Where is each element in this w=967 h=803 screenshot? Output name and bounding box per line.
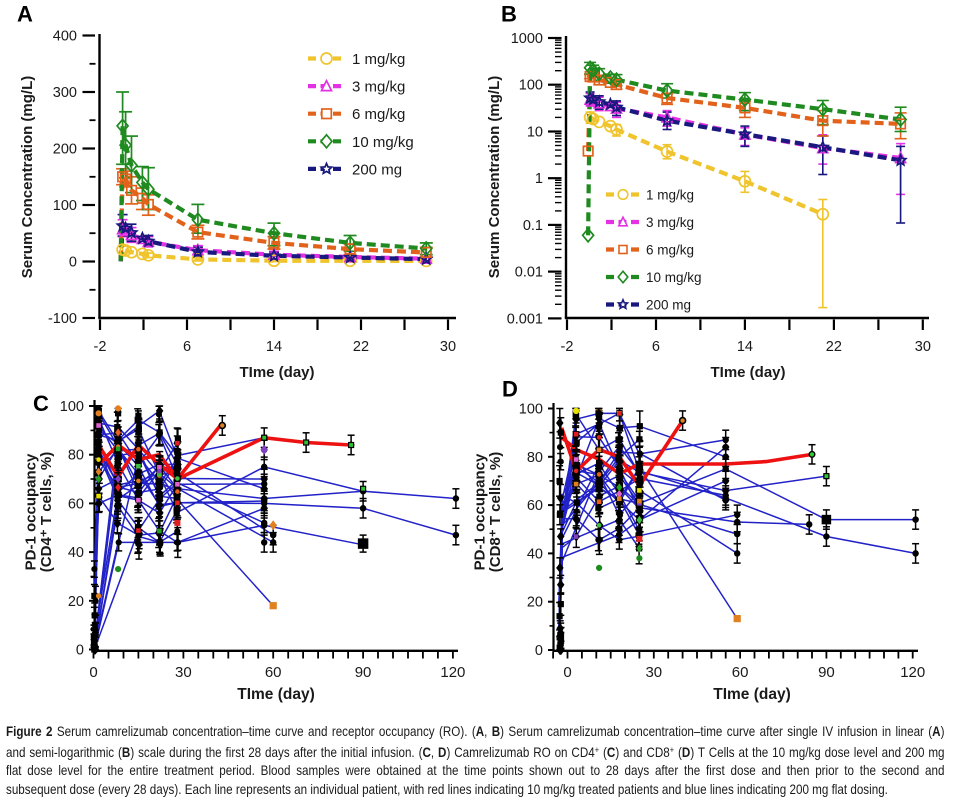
svg-text:40: 40	[68, 545, 84, 561]
svg-text:1: 1	[535, 171, 543, 187]
svg-text:A: A	[17, 2, 33, 27]
svg-text:90: 90	[818, 664, 835, 681]
svg-text:80: 80	[68, 448, 84, 464]
svg-text:0: 0	[563, 664, 571, 681]
svg-text:30: 30	[915, 339, 931, 355]
svg-text:PD-1 occupancy: PD-1 occupancy	[23, 453, 40, 570]
svg-text:100: 100	[53, 198, 77, 214]
svg-text:0: 0	[535, 643, 543, 659]
svg-text:100: 100	[60, 399, 84, 415]
svg-text:C: C	[33, 391, 49, 416]
svg-text:14: 14	[266, 339, 282, 355]
svg-text:D: D	[502, 377, 518, 402]
svg-text:100: 100	[519, 402, 543, 418]
svg-text:0: 0	[69, 255, 77, 271]
svg-text:Serum Concentration (mg/L): Serum Concentration (mg/L)	[486, 76, 503, 279]
svg-text:120: 120	[900, 664, 925, 681]
svg-text:60: 60	[732, 664, 749, 681]
svg-text:40: 40	[527, 546, 543, 562]
svg-text:TIme (day): TIme (day)	[237, 686, 315, 703]
svg-text:3 mg/kg: 3 mg/kg	[352, 79, 405, 96]
svg-text:14: 14	[737, 339, 753, 355]
svg-text:6 mg/kg: 6 mg/kg	[352, 106, 405, 123]
svg-text:20: 20	[527, 595, 543, 611]
svg-text:0.001: 0.001	[507, 311, 543, 327]
svg-text:1 mg/kg: 1 mg/kg	[352, 51, 405, 68]
svg-text:60: 60	[68, 496, 84, 512]
svg-text:22: 22	[353, 339, 369, 355]
svg-text:B: B	[501, 2, 517, 27]
svg-text:400: 400	[53, 29, 77, 45]
svg-text:-100: -100	[48, 311, 77, 327]
svg-text:300: 300	[53, 85, 77, 101]
svg-text:200 mg: 200 mg	[646, 298, 691, 313]
svg-text:(CD8⁺ T cells, %): (CD8⁺ T cells, %)	[487, 452, 504, 572]
svg-text:TIme (day): TIme (day)	[239, 364, 314, 381]
svg-text:200: 200	[53, 142, 77, 158]
svg-text:(CD4⁺ T cells, %): (CD4⁺ T cells, %)	[38, 452, 55, 572]
svg-text:20: 20	[68, 594, 84, 610]
svg-text:6: 6	[183, 339, 191, 355]
svg-text:200 mg: 200 mg	[352, 161, 402, 178]
svg-text:10 mg/kg: 10 mg/kg	[646, 270, 702, 285]
svg-text:TIme (day): TIme (day)	[710, 364, 785, 381]
svg-text:-2: -2	[561, 339, 574, 355]
svg-text:80: 80	[527, 450, 543, 466]
svg-text:30: 30	[645, 664, 662, 681]
svg-text:100: 100	[519, 78, 543, 94]
svg-text:1000: 1000	[511, 31, 543, 47]
svg-text:0: 0	[89, 664, 97, 681]
svg-text:PD-1 occupancy: PD-1 occupancy	[472, 453, 489, 570]
svg-text:3 mg/kg: 3 mg/kg	[646, 215, 694, 230]
svg-text:30: 30	[175, 664, 192, 681]
svg-text:10 mg/kg: 10 mg/kg	[352, 134, 414, 151]
svg-text:60: 60	[265, 664, 282, 681]
svg-text:Serum Concentration (mg/L): Serum Concentration (mg/L)	[19, 76, 36, 279]
svg-text:90: 90	[355, 664, 372, 681]
svg-text:6 mg/kg: 6 mg/kg	[646, 243, 694, 258]
svg-text:-2: -2	[94, 339, 107, 355]
svg-text:120: 120	[440, 664, 465, 681]
svg-text:6: 6	[652, 339, 660, 355]
svg-text:10: 10	[527, 124, 543, 140]
svg-text:0: 0	[76, 643, 84, 659]
svg-text:60: 60	[527, 498, 543, 514]
svg-text:1 mg/kg: 1 mg/kg	[646, 188, 694, 203]
svg-text:TIme (day): TIme (day)	[713, 686, 791, 703]
svg-text:22: 22	[826, 339, 842, 355]
svg-text:0.01: 0.01	[515, 265, 543, 281]
svg-text:0.1: 0.1	[523, 218, 543, 234]
svg-text:30: 30	[440, 339, 456, 355]
